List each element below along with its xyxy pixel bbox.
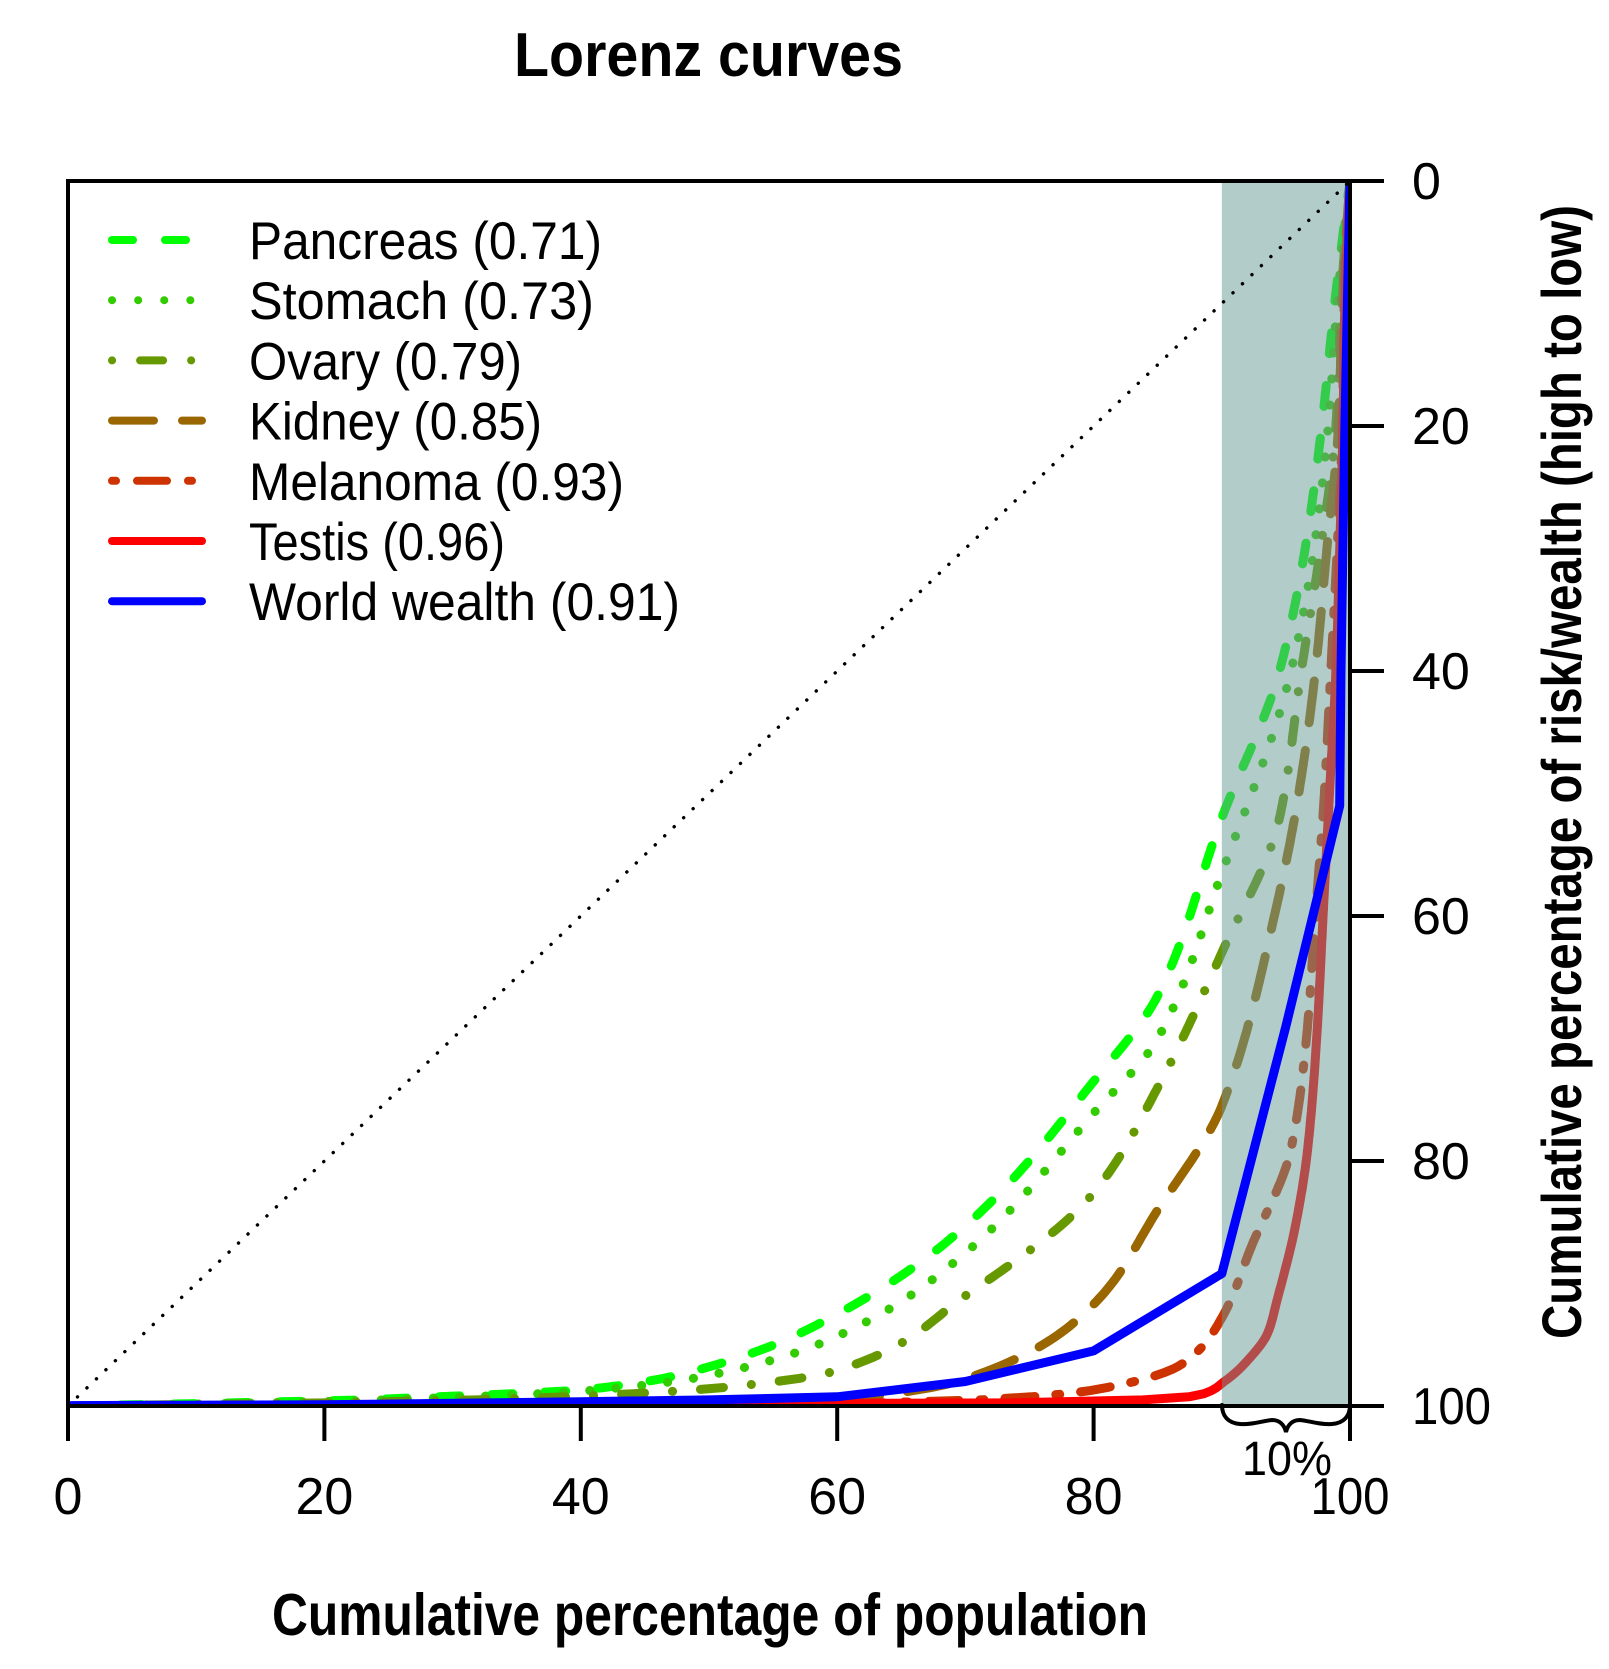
svg-text:Cumulative percentage of risk/: Cumulative percentage of risk/wealth (hi… [1530, 205, 1593, 1339]
svg-text:0: 0 [54, 1468, 83, 1526]
svg-text:10%: 10% [1242, 1433, 1332, 1486]
svg-text:100: 100 [1311, 1468, 1390, 1526]
svg-text:World wealth (0.91): World wealth (0.91) [249, 573, 680, 632]
svg-text:Kidney (0.85): Kidney (0.85) [249, 393, 542, 452]
svg-text:Cumulative percentage of popul: Cumulative percentage of population [272, 1582, 1148, 1648]
svg-text:Testis (0.96): Testis (0.96) [249, 513, 505, 572]
svg-text:Stomach (0.73): Stomach (0.73) [249, 272, 594, 331]
svg-text:Lorenz curves: Lorenz curves [514, 21, 903, 90]
svg-text:Pancreas (0.71): Pancreas (0.71) [249, 212, 602, 271]
svg-text:40: 40 [1412, 643, 1470, 701]
svg-text:60: 60 [808, 1468, 866, 1526]
svg-text:20: 20 [295, 1468, 353, 1526]
svg-text:Melanoma (0.93): Melanoma (0.93) [249, 453, 624, 512]
svg-text:40: 40 [552, 1468, 610, 1526]
svg-text:Ovary (0.79): Ovary (0.79) [249, 332, 522, 391]
svg-text:80: 80 [1065, 1468, 1123, 1526]
svg-text:100: 100 [1412, 1378, 1491, 1436]
svg-text:80: 80 [1412, 1133, 1470, 1191]
svg-text:60: 60 [1412, 888, 1470, 946]
svg-text:20: 20 [1412, 398, 1470, 456]
svg-text:0: 0 [1412, 153, 1441, 211]
